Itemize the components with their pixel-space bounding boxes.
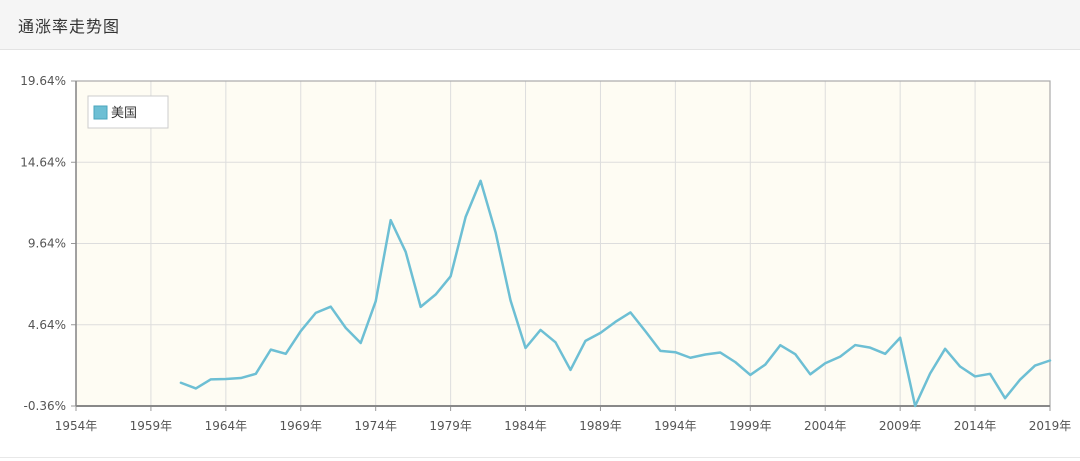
data-point[interactable] (759, 359, 771, 371)
data-point[interactable] (879, 348, 891, 360)
data-point[interactable] (205, 373, 217, 385)
data-point[interactable] (385, 214, 397, 226)
data-point[interactable] (490, 226, 502, 238)
data-point[interactable] (310, 307, 322, 319)
data-point[interactable] (684, 352, 696, 364)
data-point[interactable] (550, 336, 562, 348)
chart-title: 通涨率走势图 (18, 17, 121, 36)
data-point[interactable] (834, 351, 846, 363)
data-point[interactable] (295, 325, 307, 337)
data-point[interactable] (520, 342, 532, 354)
data-point[interactable] (175, 377, 187, 389)
series-line-usa[interactable] (179, 179, 1052, 408)
x-tick-labels: 1954年 1959年 1964年 1969年 1974年 1979年 1984年 1989年… (55, 419, 1072, 433)
y-tick-label: 19.64% (20, 74, 66, 88)
data-point[interactable] (969, 370, 981, 382)
data-point[interactable] (774, 339, 786, 351)
data-point[interactable] (894, 332, 906, 344)
data-point[interactable] (699, 348, 711, 360)
data-point[interactable] (909, 400, 921, 412)
chart-header: 通涨率走势图 (0, 0, 1080, 50)
data-point[interactable] (460, 211, 472, 223)
y-tick-label: 4.64% (28, 318, 66, 332)
y-tick-labels: -0.36% 4.64% 9.64% 14.64% 19.64% (20, 74, 66, 413)
data-point[interactable] (954, 361, 966, 373)
data-point[interactable] (669, 346, 681, 358)
data-point[interactable] (594, 327, 606, 339)
data-point[interactable] (535, 324, 547, 336)
data-point[interactable] (579, 335, 591, 347)
data-point[interactable] (984, 368, 996, 380)
data-point[interactable] (505, 295, 517, 307)
x-tick-label: 1974年 (354, 419, 397, 433)
data-point[interactable] (789, 348, 801, 360)
data-point[interactable] (564, 364, 576, 376)
bottom-divider (0, 457, 1080, 458)
data-point[interactable] (220, 373, 232, 385)
data-point[interactable] (265, 344, 277, 356)
x-tick-label: 2009年 (879, 419, 922, 433)
data-point[interactable] (819, 357, 831, 369)
data-point[interactable] (729, 356, 741, 368)
data-point[interactable] (849, 339, 861, 351)
y-tick-label: -0.36% (24, 399, 66, 413)
x-tick-label: 1954年 (55, 419, 98, 433)
data-point[interactable] (430, 289, 442, 301)
data-point[interactable] (445, 270, 457, 282)
data-point[interactable] (714, 347, 726, 359)
legend-swatch (93, 105, 108, 120)
x-tick-label: 1989年 (579, 419, 622, 433)
data-point[interactable] (654, 345, 666, 357)
data-point[interactable] (250, 368, 262, 380)
data-point[interactable] (355, 337, 367, 349)
x-tick-label: 1994年 (654, 419, 697, 433)
x-tick-label: 1984年 (504, 419, 547, 433)
data-point[interactable] (475, 175, 487, 187)
x-tick-label: 2004年 (804, 419, 847, 433)
x-tick-label: 1959年 (130, 419, 173, 433)
data-point[interactable] (639, 325, 651, 337)
data-point[interactable] (624, 306, 636, 318)
data-point[interactable] (1029, 360, 1041, 372)
axes (71, 80, 1051, 411)
data-point[interactable] (415, 301, 427, 313)
x-tick-label: 2019年 (1029, 419, 1072, 433)
x-tick-label: 2014年 (954, 419, 997, 433)
data-point[interactable] (280, 348, 292, 360)
series-group (175, 175, 1056, 412)
data-point[interactable] (924, 368, 936, 380)
data-point[interactable] (400, 246, 412, 258)
data-point[interactable] (864, 342, 876, 354)
data-point[interactable] (370, 295, 382, 307)
x-tick-label: 1979年 (429, 419, 472, 433)
data-point[interactable] (1014, 374, 1026, 386)
y-tick-label: 14.64% (20, 155, 66, 169)
x-tick-label: 1964年 (205, 419, 248, 433)
data-point[interactable] (190, 382, 202, 394)
data-point[interactable] (744, 369, 756, 381)
data-point[interactable] (804, 368, 816, 380)
x-tick-label: 1999年 (729, 419, 772, 433)
data-point[interactable] (325, 301, 337, 313)
y-tick-label: 9.64% (28, 237, 66, 251)
data-point[interactable] (340, 322, 352, 334)
data-point[interactable] (235, 372, 247, 384)
data-point[interactable] (999, 392, 1011, 404)
data-point[interactable] (609, 316, 621, 328)
x-tick-label: 1969年 (279, 419, 322, 433)
legend-label-usa: 美国 (111, 106, 137, 121)
data-point[interactable] (1044, 355, 1056, 367)
legend[interactable]: 美国 (87, 95, 169, 129)
data-point[interactable] (939, 343, 951, 355)
